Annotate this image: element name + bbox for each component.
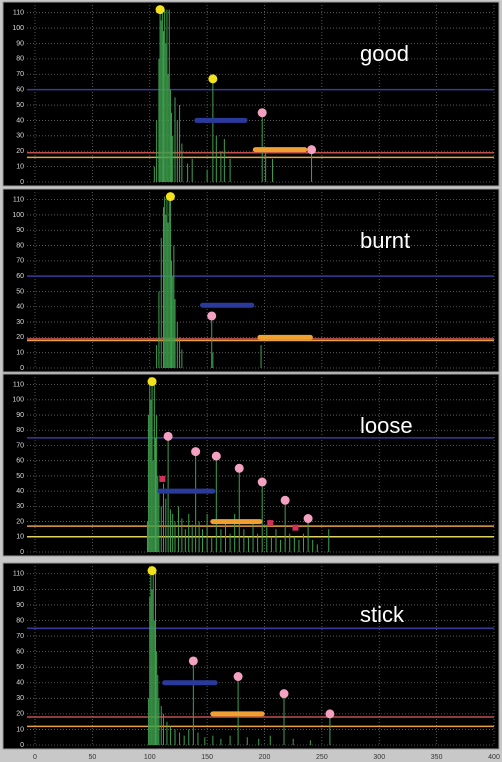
y-tick-label: 80 (16, 242, 24, 249)
x-tick-label: 100 (144, 754, 156, 761)
peak-marker (325, 709, 335, 719)
y-tick-label: 30 (16, 503, 24, 510)
y-tick-label: 70 (16, 633, 24, 640)
peak-marker (303, 514, 313, 524)
y-tick-label: 20 (16, 518, 24, 525)
y-tick-label: 70 (16, 71, 24, 78)
panel-background (2, 562, 500, 750)
y-tick-label: 70 (16, 442, 24, 449)
panel-background (2, 1, 500, 187)
x-tick-label: 400 (488, 754, 500, 761)
x-tick-label: 250 (316, 754, 328, 761)
y-tick-label: 110 (13, 10, 24, 17)
y-tick-label: 110 (13, 571, 24, 578)
y-tick-label: 60 (16, 458, 24, 465)
peak-marker (163, 431, 173, 441)
y-tick-label: 80 (16, 617, 24, 624)
minor-peak-marker (159, 475, 166, 482)
y-tick-label: 110 (13, 381, 24, 388)
x-tick-label: 150 (201, 754, 213, 761)
y-tick-label: 100 (12, 586, 24, 593)
y-tick-label: 40 (16, 117, 24, 124)
peak-marker (191, 447, 201, 457)
y-tick-label: 80 (16, 56, 24, 63)
panel-label: good (360, 41, 409, 66)
y-tick-label: 40 (16, 488, 24, 495)
peak-marker (147, 566, 157, 576)
peak-marker (207, 311, 217, 321)
y-tick-label: 0 (20, 179, 24, 186)
y-tick-label: 10 (16, 726, 24, 733)
x-tick-label: 300 (373, 754, 385, 761)
peak-marker (307, 145, 317, 155)
y-tick-label: 100 (12, 397, 24, 404)
y-tick-label: 40 (16, 680, 24, 687)
y-tick-label: 90 (16, 227, 24, 234)
peak-marker (280, 495, 290, 505)
y-tick-label: 10 (16, 350, 24, 357)
y-tick-label: 20 (16, 334, 24, 341)
y-tick-label: 30 (16, 695, 24, 702)
y-tick-label: 90 (16, 40, 24, 47)
y-tick-label: 100 (12, 212, 24, 219)
peak-marker (155, 5, 165, 15)
peak-marker (188, 656, 198, 666)
peak-marker (279, 689, 289, 699)
y-tick-label: 90 (16, 412, 24, 419)
panel-label: stick (360, 602, 405, 627)
x-tick-label: 200 (259, 754, 271, 761)
y-tick-label: 30 (16, 133, 24, 140)
peak-marker (233, 672, 243, 682)
peak-marker (211, 451, 221, 461)
y-tick-label: 10 (16, 163, 24, 170)
y-tick-label: 110 (13, 196, 24, 203)
peak-marker (208, 74, 218, 84)
minor-peak-marker (267, 520, 274, 527)
y-tick-label: 90 (16, 602, 24, 609)
peak-marker (257, 108, 267, 118)
x-tick-label: 0 (33, 754, 37, 761)
y-tick-label: 0 (20, 742, 24, 749)
y-tick-label: 100 (12, 25, 24, 32)
y-tick-label: 0 (20, 549, 24, 556)
panel-background (2, 188, 500, 373)
x-tick-label: 350 (431, 754, 443, 761)
x-tick-label: 50 (88, 754, 96, 761)
peak-marker (257, 477, 267, 487)
y-tick-label: 50 (16, 473, 24, 480)
peak-marker (147, 377, 157, 387)
y-tick-label: 10 (16, 534, 24, 541)
y-tick-label: 30 (16, 319, 24, 326)
peak-marker (165, 192, 175, 202)
y-tick-label: 80 (16, 427, 24, 434)
panel-background (2, 373, 500, 557)
y-tick-label: 60 (16, 273, 24, 280)
y-tick-label: 20 (16, 711, 24, 718)
y-tick-label: 40 (16, 304, 24, 311)
minor-peak-marker (292, 524, 299, 531)
y-tick-label: 20 (16, 148, 24, 155)
y-tick-label: 60 (16, 86, 24, 93)
y-tick-label: 60 (16, 648, 24, 655)
panel-label: loose (360, 413, 413, 438)
panel-label: burnt (360, 228, 410, 253)
y-tick-label: 70 (16, 258, 24, 265)
y-tick-label: 50 (16, 288, 24, 295)
y-tick-label: 50 (16, 102, 24, 109)
y-tick-label: 0 (20, 365, 24, 372)
peak-marker (234, 463, 244, 473)
y-tick-label: 50 (16, 664, 24, 671)
